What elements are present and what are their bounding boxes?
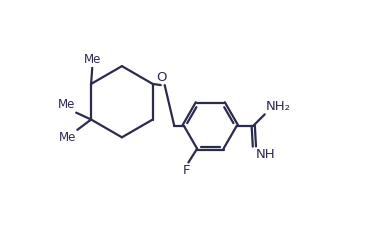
Text: Me: Me (84, 53, 101, 66)
Text: NH₂: NH₂ (266, 100, 291, 113)
Text: F: F (183, 164, 190, 177)
Text: O: O (157, 71, 167, 84)
Text: Me: Me (58, 98, 75, 112)
Text: NH: NH (256, 148, 275, 161)
Text: Me: Me (59, 131, 76, 144)
